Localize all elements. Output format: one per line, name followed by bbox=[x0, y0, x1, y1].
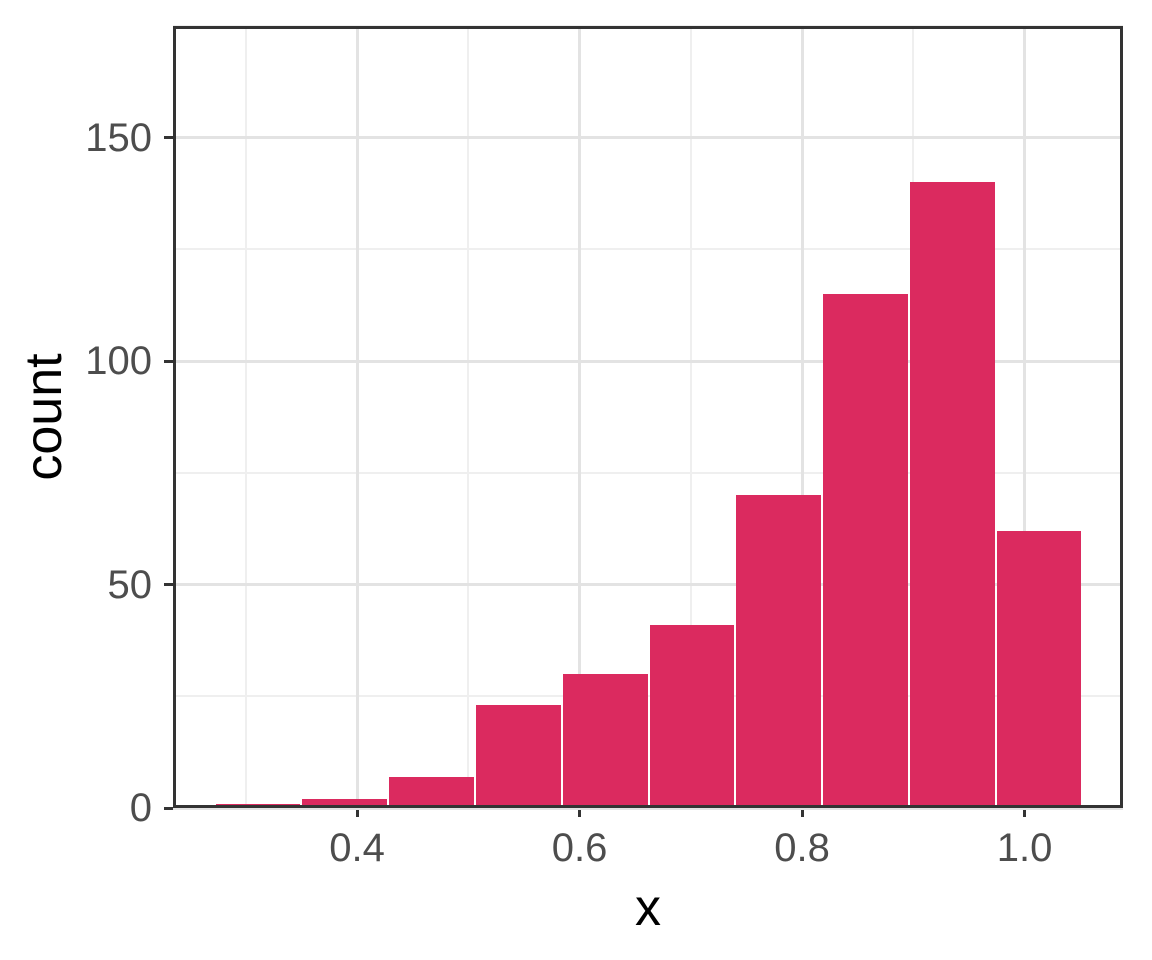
x-axis-title: x bbox=[635, 879, 661, 937]
y-major-gridline bbox=[173, 359, 1123, 363]
y-tick-mark bbox=[164, 359, 173, 363]
x-tick-mark bbox=[800, 808, 804, 817]
y-tick-label: 100 bbox=[85, 339, 152, 384]
histogram-bar bbox=[302, 799, 388, 808]
y-minor-gridline bbox=[173, 25, 1123, 27]
x-tick-label: 0.8 bbox=[774, 826, 830, 870]
histogram-bar bbox=[823, 294, 908, 808]
y-tick-mark bbox=[164, 806, 173, 810]
x-tick-mark bbox=[1023, 808, 1027, 817]
x-minor-gridline bbox=[244, 26, 247, 808]
x-major-gridline bbox=[578, 26, 582, 808]
x-major-gridline bbox=[355, 26, 359, 808]
histogram-bar bbox=[996, 530, 1082, 808]
histogram-bar bbox=[476, 705, 561, 808]
histogram-bar bbox=[736, 495, 822, 808]
x-major-gridline bbox=[1023, 26, 1027, 808]
y-tick-mark bbox=[164, 136, 173, 140]
x-minor-gridline bbox=[467, 26, 470, 808]
x-tick-label: 1.0 bbox=[996, 826, 1053, 870]
histogram-bar bbox=[649, 624, 735, 808]
x-major-gridline bbox=[800, 26, 804, 808]
y-minor-gridline bbox=[173, 471, 1123, 474]
y-major-gridline bbox=[173, 806, 1123, 810]
y-major-gridline bbox=[173, 583, 1123, 587]
histogram-bar bbox=[389, 776, 475, 808]
y-minor-gridline bbox=[173, 248, 1123, 251]
y-axis-title: count bbox=[15, 353, 73, 481]
y-tick-mark bbox=[164, 583, 173, 587]
y-tick-label: 150 bbox=[85, 115, 152, 160]
x-tick-mark bbox=[578, 808, 582, 817]
histogram-bar bbox=[215, 803, 301, 808]
histogram-bar bbox=[909, 182, 995, 808]
y-tick-label: 50 bbox=[107, 562, 153, 607]
y-minor-gridline bbox=[173, 695, 1123, 698]
x-tick-label: 0.4 bbox=[329, 826, 385, 870]
y-tick-label: 0 bbox=[129, 786, 152, 830]
y-major-gridline bbox=[173, 136, 1123, 140]
x-tick-mark bbox=[355, 808, 359, 817]
histogram-bar bbox=[562, 673, 648, 808]
plot-panel bbox=[173, 25, 1123, 810]
x-minor-gridline bbox=[689, 26, 692, 808]
x-tick-label: 0.6 bbox=[551, 826, 608, 870]
